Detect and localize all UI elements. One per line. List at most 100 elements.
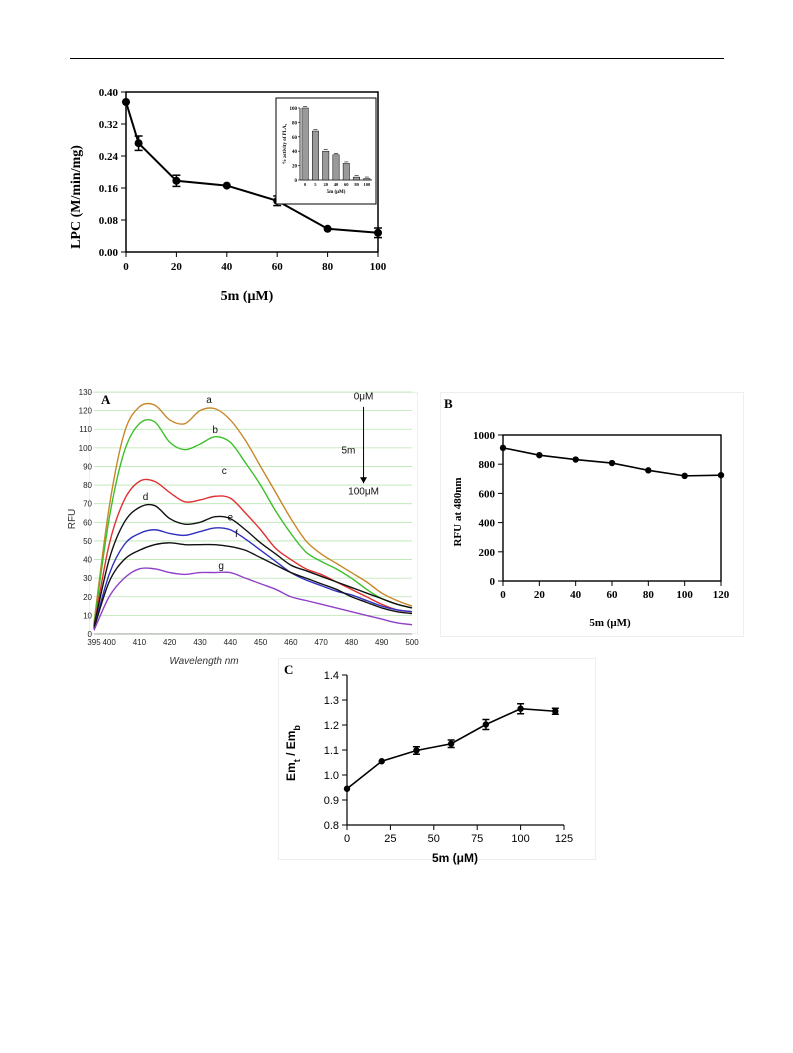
inset-bar (301, 107, 309, 181)
x-tick-label: 60 (272, 261, 284, 273)
inset-x-tick-label: 40 (334, 182, 339, 187)
chart-emission-spectra: A RFU Wavelength nm 0 10 20 30 40 50 60 70 80 90 1… (67, 388, 419, 667)
x-tick-label: 80 (322, 261, 334, 273)
inset-x-tick-label: 5 (314, 182, 317, 187)
annotation-middle: 5m (341, 445, 355, 456)
data-point (134, 139, 143, 148)
y-tick-label: 110 (79, 425, 92, 434)
annotation-top: 0μM (354, 391, 374, 402)
series-label-d: d (143, 492, 149, 503)
panel-label-c: C (284, 662, 293, 677)
x-tick-label: 25 (384, 833, 396, 845)
inset-y-tick-label: 80 (292, 121, 298, 126)
inset-bar (363, 178, 371, 181)
data-point (122, 98, 130, 106)
y-tick-label: 1.0 (324, 770, 339, 782)
concentration-arrow-head (360, 477, 368, 484)
y-tick-label: 0.08 (99, 215, 119, 227)
annotation-bottom: 100μM (348, 486, 379, 497)
y-tick-label: 0.16 (99, 183, 119, 195)
y-tick-label: 0.8 (324, 820, 339, 832)
header-rule (70, 58, 724, 59)
inset-x-tick-label: 60 (344, 182, 349, 187)
y-tick-label: 30 (83, 574, 92, 583)
series-label-a: a (206, 395, 212, 406)
spectrum-d (93, 503, 413, 627)
x-tick-label: 20 (534, 589, 546, 601)
x-tick-label: 440 (224, 638, 238, 647)
data-point (343, 785, 351, 792)
x-axis-label: 5m (μM) (432, 851, 478, 865)
x-tick-label: 0 (344, 833, 350, 845)
y-tick-label: 0.9 (324, 795, 339, 807)
data-point (378, 758, 385, 765)
y-tick-label: 50 (83, 537, 92, 546)
inset-bar (322, 150, 330, 181)
y-tick-label: 20 (83, 593, 92, 602)
inset-y-axis-label: % activity of PLA₂ (283, 123, 288, 164)
x-tick-label: 20 (171, 261, 183, 273)
series-label-c: c (222, 466, 227, 477)
panel-c-box (278, 658, 596, 860)
inset-y-tick-label: 20 (292, 165, 298, 170)
y-tick-label: 40 (83, 556, 92, 565)
data-point (717, 471, 725, 479)
x-tick-label: 120 (713, 589, 730, 601)
x-tick-label: 460 (284, 638, 298, 647)
inset-bar (342, 163, 350, 181)
x-tick-label: 125 (555, 833, 573, 845)
data-point (413, 747, 420, 754)
inset-bar (353, 176, 361, 181)
x-tick-label: 50 (428, 833, 440, 845)
spectrum-c (93, 478, 413, 627)
data-point (608, 459, 616, 467)
y-tick-label: 70 (83, 500, 92, 509)
x-tick-label: 100 (511, 833, 529, 845)
inset-y-tick-label: 60 (292, 136, 298, 141)
x-tick-label: 400 (102, 638, 116, 647)
x-axis-label: 5m (μM) (221, 289, 274, 304)
y-tick-label: 80 (83, 481, 92, 490)
y-tick-label: 1000 (473, 430, 496, 442)
data-point (552, 708, 559, 715)
spectrum-e (93, 527, 413, 629)
series-label-e: e (228, 512, 234, 523)
x-tick-label: 100 (676, 589, 693, 601)
data-point (499, 444, 507, 452)
x-tick-label: 480 (345, 638, 359, 647)
inset-x-tick-label: 100 (363, 182, 371, 187)
inset-x-axis-label: 5m (μM) (327, 190, 346, 195)
y-tick-label: 130 (79, 388, 93, 397)
y-tick-label: 0 (88, 630, 93, 639)
spectrum-a (93, 402, 413, 623)
data-point (447, 740, 455, 747)
y-axis-label: Emt / Emb (284, 725, 302, 781)
y-tick-label: 200 (479, 547, 496, 559)
y-axis-label: RFU at 480nm (452, 477, 464, 546)
x-tick-label: 40 (570, 589, 582, 601)
x-tick-label: 100 (370, 261, 387, 273)
x-tick-label: 0 (500, 589, 506, 601)
inset-y-tick-label: 40 (292, 150, 298, 155)
data-line (346, 707, 556, 790)
y-tick-label: 1.4 (324, 670, 339, 682)
data-point (172, 176, 181, 185)
data-point (536, 451, 543, 459)
inset-bar (332, 154, 340, 181)
x-tick-label: 40 (221, 261, 233, 273)
y-tick-label: 120 (79, 407, 93, 416)
data-point (482, 721, 490, 728)
y-axis-label: LPC (M/min/mg) (69, 145, 84, 249)
x-tick-label: 60 (607, 589, 619, 601)
chart-em-ratio: C Emt / Emb 5m (μM) 0.8 0.9 1.0 1.1 1.2 1.3 1.… (284, 662, 573, 865)
x-axis-label: Wavelength nm (169, 656, 238, 667)
x-tick-label: 450 (254, 638, 268, 647)
chart-lpc-vs-5m: LPC (M/min/mg) 5m (μM) 0.00 0.08 0.16 0.24 0… (69, 87, 387, 304)
spectrum-b (93, 418, 413, 625)
y-tick-label: 0.32 (99, 119, 119, 131)
x-axis-label: 5m (μM) (589, 617, 631, 629)
y-tick-label: 400 (479, 518, 496, 530)
x-tick-label: 490 (375, 638, 389, 647)
data-point (517, 705, 524, 712)
inset-y-tick-label: 100 (290, 107, 298, 112)
